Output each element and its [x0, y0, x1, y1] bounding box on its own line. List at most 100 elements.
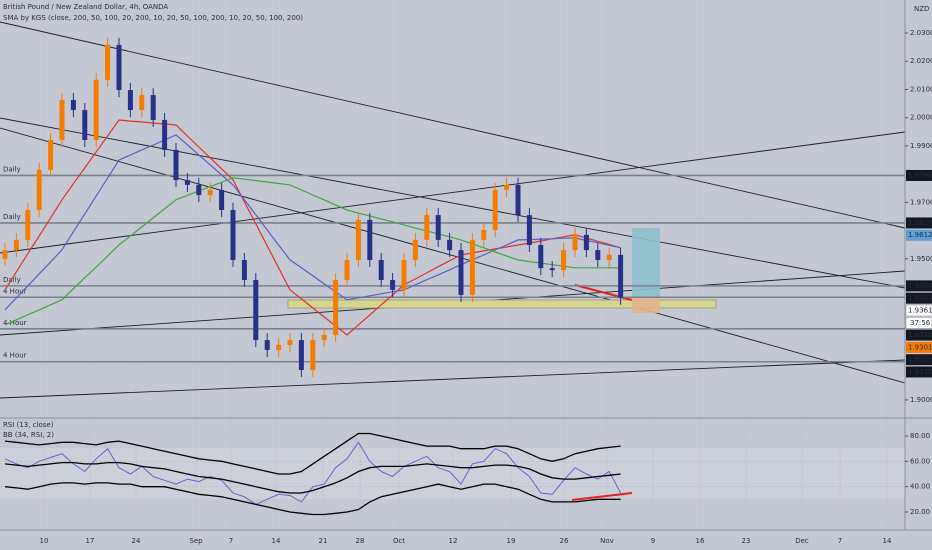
countdown-label: 37:56: [910, 319, 931, 327]
indicator-line: [4, 482, 621, 516]
price-box-label: 1.93638: [908, 294, 932, 302]
price-box: [906, 366, 932, 378]
x-tick-label: 17: [86, 537, 95, 545]
x-tick-label: 24: [132, 537, 141, 545]
x-tick-label: 9: [651, 537, 655, 545]
rsi-pane: [0, 432, 905, 516]
candle-body: [538, 244, 544, 269]
candle-body: [219, 189, 225, 210]
candle-body: [435, 215, 441, 240]
x-tick-label: 7: [229, 537, 233, 545]
price-box-label: 1.93617: [908, 306, 932, 314]
trend-line: [0, 131, 906, 254]
y-tick-label: 2.02000: [910, 57, 932, 65]
indicator-line: [4, 432, 621, 475]
price-box-label: 1.93489: [908, 331, 932, 339]
candle-body: [481, 230, 487, 240]
candle-body: [549, 268, 555, 271]
candle-body: [276, 344, 282, 350]
x-tick-label: 21: [319, 537, 328, 545]
candle-body: [595, 250, 601, 260]
candle-body: [241, 259, 247, 280]
x-tick-label: 19: [507, 537, 516, 545]
candle-body: [48, 139, 54, 170]
y-tick-label: 2.01000: [910, 85, 932, 93]
price-box: [906, 229, 932, 241]
x-tick-label: 28: [356, 537, 365, 545]
candle-body: [492, 189, 498, 231]
trend-line: [0, 359, 906, 399]
price-box: [906, 280, 932, 292]
trend-line: [0, 127, 906, 384]
candle-body: [93, 79, 99, 140]
candle-body: [458, 250, 464, 295]
indicator-line: [4, 441, 622, 505]
level-label: 4 Hour: [3, 319, 27, 327]
y-tick-label: 20.00: [910, 508, 930, 516]
candle-body: [59, 99, 65, 140]
moving-average: [4, 134, 621, 311]
candle-body: [162, 119, 168, 150]
y-tick-label: 2.00000: [910, 114, 932, 122]
candle-body: [287, 340, 293, 345]
price-box-label: 1.93014: [908, 343, 932, 351]
candle-body: [333, 279, 339, 336]
moving-average: [4, 177, 621, 326]
price-box-label: 1.91353: [908, 368, 932, 376]
candle-body: [572, 234, 578, 251]
x-tick-label: 14: [883, 537, 892, 545]
candle-body: [264, 340, 270, 350]
position-target: [632, 228, 660, 298]
price-box: [906, 354, 932, 366]
price-box-label: 1.97953: [908, 171, 932, 179]
price-box: [906, 341, 932, 353]
y-tick-label: 1.90000: [910, 396, 932, 404]
chart-title: British Pound / New Zealand Dollar, 4h, …: [3, 3, 168, 11]
price-box-label: 1.96122: [908, 231, 932, 239]
candle-body: [36, 169, 42, 210]
currency: NZD: [914, 5, 929, 13]
candle-body: [515, 184, 521, 216]
candle-body: [150, 95, 156, 120]
candle-body: [82, 110, 88, 140]
candle-body: [526, 215, 532, 245]
price-box: [905, 304, 932, 317]
x-tick-label: 26: [560, 537, 569, 545]
price-box-label: 1.92519: [908, 356, 932, 364]
price-box: [906, 329, 932, 341]
candle-body: [116, 44, 122, 91]
y-tick-label: 1.97000: [910, 198, 932, 206]
price-box: [906, 217, 932, 229]
candle-body: [390, 279, 396, 290]
candle-body: [196, 184, 202, 196]
candle-body: [207, 189, 213, 196]
indicator-line: [4, 461, 621, 494]
x-tick-label: 12: [449, 537, 458, 545]
y-tick-label: 2.03000: [910, 29, 932, 37]
position-stop: [632, 298, 660, 313]
x-tick-label: 16: [696, 537, 705, 545]
level-label: Daily: [3, 213, 21, 221]
candle-body: [504, 184, 510, 190]
candle-body: [561, 250, 567, 271]
candle-body: [173, 149, 179, 181]
y-tick-label: 60.00: [910, 457, 930, 465]
moving-average: [4, 119, 621, 336]
rsi-title: RSI (13, close): [3, 421, 54, 429]
candle-body: [355, 219, 361, 260]
x-tick-label: Oct: [393, 537, 405, 545]
bb-title: BB (34, RSI, 2): [3, 431, 54, 439]
trend-line: [0, 21, 906, 229]
candle-body: [184, 180, 190, 185]
x-tick-label: Dec: [795, 537, 809, 545]
rsi-band: [0, 448, 905, 499]
x-tick-label: 7: [838, 537, 842, 545]
candle-body: [13, 239, 19, 251]
indicator-title: SMA by KGS (close, 200, 50, 100, 20, 200…: [3, 14, 303, 22]
candle-body: [105, 44, 111, 80]
x-tick-label: 14: [272, 537, 281, 545]
candle-body: [230, 209, 236, 260]
